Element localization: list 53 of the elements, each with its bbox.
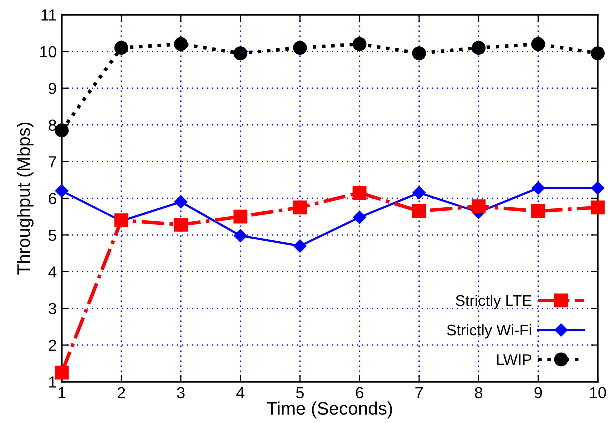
point bbox=[591, 46, 605, 60]
y-tick-label: 9 bbox=[49, 83, 56, 94]
x-tick-label: 3 bbox=[177, 387, 185, 399]
point bbox=[591, 200, 605, 215]
y-tick-label: 3 bbox=[48, 303, 56, 315]
y-tick-label: 10 bbox=[40, 46, 57, 58]
point bbox=[293, 41, 308, 55]
point bbox=[412, 46, 426, 60]
y-tick-label: 11 bbox=[42, 10, 56, 21]
y-tick-label: 7 bbox=[49, 156, 56, 168]
point bbox=[352, 37, 367, 52]
point bbox=[532, 182, 546, 195]
y-tick-label: 2 bbox=[49, 340, 56, 352]
x-tick-label: 8 bbox=[475, 387, 483, 399]
x-tick-label: 5 bbox=[296, 387, 304, 399]
x-tick-label: 1 bbox=[58, 387, 66, 398]
x-tick-label: 7 bbox=[416, 387, 423, 398]
point bbox=[294, 240, 307, 253]
point bbox=[234, 229, 248, 243]
point bbox=[293, 200, 308, 215]
y-tick-label: 4 bbox=[48, 266, 57, 278]
point bbox=[114, 41, 128, 55]
x-tick-label: 4 bbox=[236, 387, 245, 398]
y-tick-label: 1 bbox=[49, 376, 56, 388]
point bbox=[352, 186, 367, 200]
x-tick-label: 10 bbox=[590, 387, 606, 399]
point bbox=[412, 204, 426, 218]
x-tick-label: 2 bbox=[118, 387, 126, 398]
y-tick-label: 5 bbox=[48, 230, 56, 242]
legend-label: Strictly LTE bbox=[456, 294, 532, 310]
point bbox=[174, 37, 188, 52]
y-tick-label: 8 bbox=[48, 120, 56, 132]
point bbox=[55, 366, 69, 380]
x-tick-label: 6 bbox=[356, 387, 364, 399]
point bbox=[174, 196, 188, 209]
point bbox=[472, 41, 486, 55]
point bbox=[353, 210, 366, 224]
point bbox=[55, 124, 69, 138]
legend-label: Strictly Wi-Fi bbox=[447, 324, 532, 339]
point bbox=[472, 200, 486, 214]
point bbox=[591, 182, 605, 195]
point bbox=[174, 218, 188, 232]
point bbox=[55, 184, 69, 198]
legend-label: LWIP bbox=[497, 354, 532, 366]
point bbox=[532, 204, 546, 218]
x-axis-title: Time (Seconds) bbox=[267, 402, 392, 419]
point bbox=[234, 46, 248, 60]
x-tick-label: 9 bbox=[534, 387, 542, 399]
point bbox=[412, 186, 426, 200]
point bbox=[234, 210, 248, 224]
y-axis-title: Throughput (Mbps) bbox=[16, 122, 34, 275]
y-tick-label: 6 bbox=[49, 193, 56, 204]
point bbox=[532, 37, 546, 52]
